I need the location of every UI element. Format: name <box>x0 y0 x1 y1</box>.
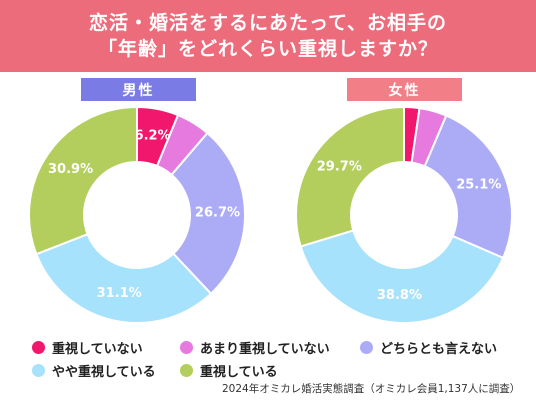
legend-item-neutral: どちらとも言えない <box>360 337 497 357</box>
legend-swatch <box>180 363 193 377</box>
donut-segment-somewhat-important <box>35 232 213 324</box>
data-label-important: 29.7% <box>317 160 362 175</box>
source-note: 2024年オミカレ婚活実態調査（オミカレ会員1,137人に調査） <box>222 383 521 395</box>
donut-segment-important <box>28 105 138 256</box>
donut-segment-neutral <box>170 131 246 296</box>
legend-item-not-important: 重視していない <box>32 337 143 357</box>
legend-swatch <box>360 340 373 354</box>
donut-segment-important <box>295 105 405 248</box>
legend-swatch <box>32 340 45 354</box>
donut-segment-somewhat-important <box>299 229 505 324</box>
male-chart-label: 男性 <box>81 78 196 101</box>
data-label-not-important: 6.2% <box>135 129 171 144</box>
legend-label: あまり重視していない <box>200 341 330 357</box>
female-donut-chart: 25.1% 38.8% 29.7% <box>295 105 513 324</box>
female-chart-label: 女性 <box>347 78 462 101</box>
data-label-somewhat-important: 38.8% <box>377 288 422 303</box>
legend-item-not-very-important: あまり重視していない <box>180 337 330 357</box>
title-line-2: 「年齢」をどれくらい重視しますか？ <box>97 38 438 60</box>
title-line-1: 恋活・婚活をするにあたって、お相手の <box>88 12 448 34</box>
title-banner: 恋活・婚活をするにあたって、お相手の 「年齢」をどれくらい重視しますか？ <box>0 0 536 72</box>
legend-label: 重視していない <box>52 341 143 357</box>
legend-item-important: 重視している <box>180 360 278 380</box>
male-donut-chart: 6.2% 26.7% 31.1% 30.9% <box>28 105 246 324</box>
donut-segment-neutral <box>423 114 513 260</box>
data-label-neutral: 25.1% <box>456 178 501 193</box>
legend-label: やや重視している <box>52 364 156 380</box>
legend-swatch <box>180 340 193 354</box>
data-label-important: 30.9% <box>48 162 93 177</box>
data-label-somewhat-important: 31.1% <box>97 286 142 301</box>
legend-label: どちらとも言えない <box>380 341 498 357</box>
legend-swatch <box>32 363 45 377</box>
legend-item-somewhat-important: やや重視している <box>32 360 156 380</box>
legend-label: 重視している <box>200 364 278 380</box>
data-label-neutral: 26.7% <box>195 206 240 221</box>
